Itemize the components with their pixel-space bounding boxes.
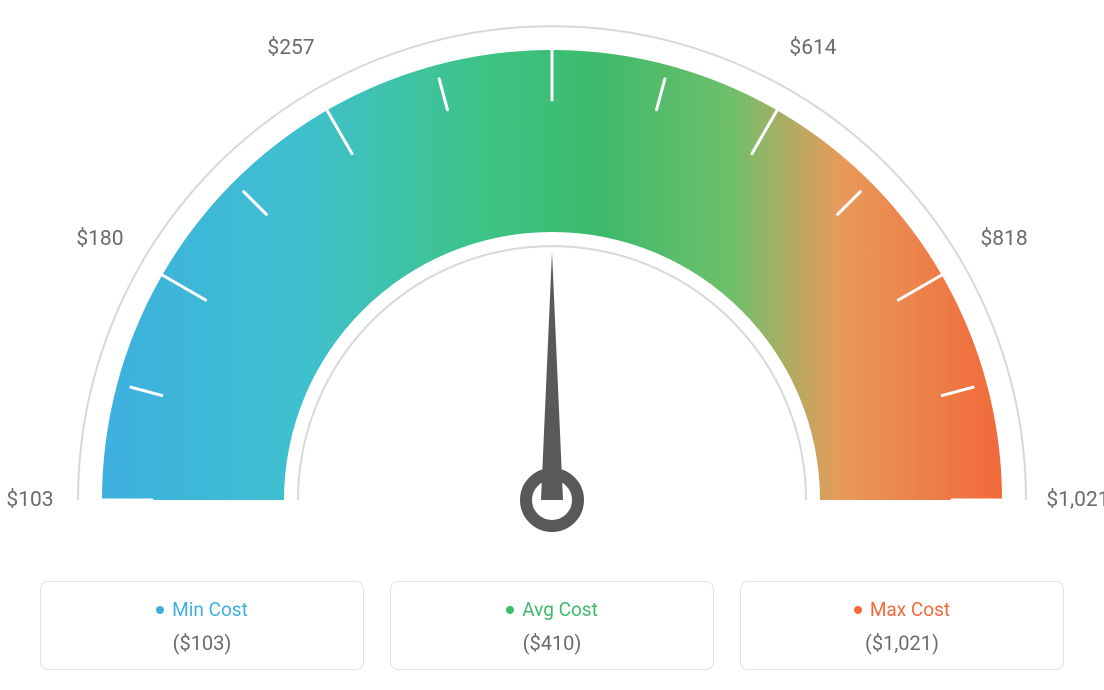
gauge-tick-label: $818 <box>980 227 1027 251</box>
legend-value-max: ($1,021) <box>751 631 1053 655</box>
legend-title-avg: Avg Cost <box>506 598 598 621</box>
legend-dot-avg <box>506 606 514 614</box>
cost-gauge: $103$180$257$410$614$818$1,021 <box>0 0 1104 560</box>
legend-dot-min <box>156 606 164 614</box>
legend-label-min: Min Cost <box>172 598 248 621</box>
legend-label-avg: Avg Cost <box>522 598 598 621</box>
legend-value-avg: ($410) <box>401 631 703 655</box>
legend-card-avg: Avg Cost ($410) <box>390 581 714 670</box>
legend-card-max: Max Cost ($1,021) <box>740 581 1064 670</box>
gauge-tick-label: $1,021 <box>1046 488 1104 512</box>
gauge-tick-label: $103 <box>6 488 53 512</box>
gauge-tick-label: $614 <box>789 36 836 60</box>
legend-value-min: ($103) <box>51 631 353 655</box>
legend-row: Min Cost ($103) Avg Cost ($410) Max Cost… <box>40 581 1064 670</box>
legend-dot-max <box>854 606 862 614</box>
legend-title-min: Min Cost <box>156 598 248 621</box>
gauge-needle <box>541 252 563 500</box>
gauge-tick-label: $180 <box>76 227 123 251</box>
legend-label-max: Max Cost <box>870 598 950 621</box>
gauge-svg <box>0 0 1104 560</box>
gauge-tick-label: $257 <box>267 36 314 60</box>
legend-card-min: Min Cost ($103) <box>40 581 364 670</box>
legend-title-max: Max Cost <box>854 598 950 621</box>
